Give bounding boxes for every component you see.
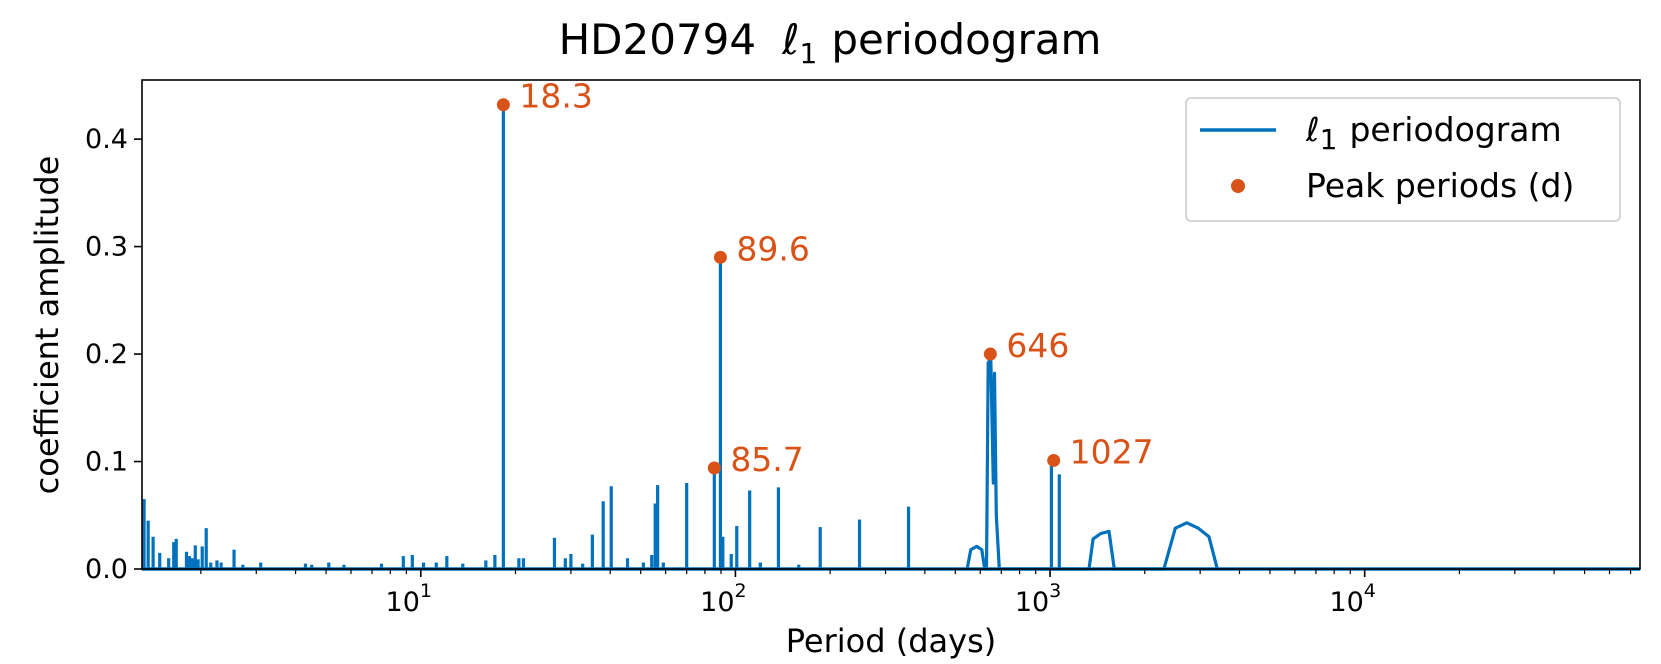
peak-marker: [707, 461, 721, 475]
title-ell: ℓ: [781, 15, 799, 64]
peak-label: 18.3: [519, 77, 592, 116]
x-tick-label: 101: [386, 580, 432, 618]
y-tick-label: 0.3: [85, 232, 128, 263]
y-tick-label: 0.1: [85, 447, 128, 478]
peak-markers: 18.3 89.6 646 85.7 1027: [496, 73, 1158, 483]
x-tick-base: 10: [1329, 587, 1363, 618]
title-rest: periodogram: [831, 15, 1101, 64]
x-tick-base: 10: [386, 587, 420, 618]
peak-marker: [496, 98, 510, 112]
legend-marker-swatch: [1231, 179, 1245, 193]
y-axis-label: coefficient amplitude: [28, 156, 66, 495]
legend-ell: ℓ: [1305, 110, 1320, 149]
y-tick-label: 0.4: [85, 124, 128, 155]
peak-label: 1027: [1070, 432, 1154, 471]
chart-title: HD20794 ℓ1 periodogram: [559, 15, 1102, 70]
legend-label-peaks: Peak periods (d): [1306, 166, 1574, 205]
x-axis-label: Period (days): [786, 622, 996, 660]
x-tick-label: 103: [1015, 580, 1061, 618]
y-tick-label: 0.2: [85, 339, 128, 370]
title-subscript: 1: [799, 37, 817, 70]
x-tick-exponent: 2: [735, 580, 747, 602]
peak-label: 85.7: [730, 440, 803, 479]
plot-frame: [141, 79, 1641, 570]
legend-label-periodogram: ℓ1 periodogram: [1305, 110, 1562, 156]
x-tick-base: 10: [1015, 587, 1049, 618]
legend-periodogram-text: periodogram: [1349, 110, 1561, 149]
x-tick-label: 104: [1329, 580, 1375, 618]
y-tick-label: 0.0: [85, 554, 128, 585]
legend: ℓ1 periodogram Peak periods (d): [1185, 97, 1621, 222]
x-tick-base: 10: [700, 587, 734, 618]
legend-box: [1185, 97, 1621, 222]
x-tick-exponent: 3: [1049, 580, 1061, 602]
peak-marker: [983, 347, 997, 361]
legend-subscript: 1: [1320, 123, 1338, 156]
peak-marker: [1047, 453, 1061, 467]
peak-marker: [713, 250, 727, 264]
x-tick-exponent: 1: [420, 580, 432, 602]
peak-label: 89.6: [736, 229, 809, 268]
x-tick-exponent: 4: [1364, 580, 1376, 602]
x-tick-label: 102: [700, 580, 746, 618]
title-main: HD20794: [559, 15, 757, 64]
peak-label: 646: [1006, 326, 1069, 365]
